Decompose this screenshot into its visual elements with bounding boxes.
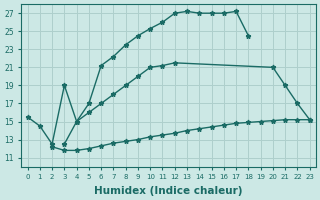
X-axis label: Humidex (Indice chaleur): Humidex (Indice chaleur) [94,186,243,196]
